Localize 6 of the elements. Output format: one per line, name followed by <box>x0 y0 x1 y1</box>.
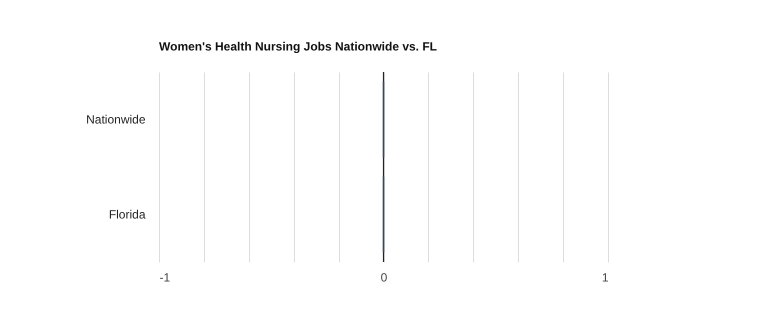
x-tick-label: -1 <box>160 270 170 284</box>
chart-title: Women's Health Nursing Jobs Nationwide vs. FL <box>159 39 438 54</box>
x-tick-label: 1 <box>602 270 609 284</box>
x-tick-label: 0 <box>380 270 388 284</box>
y-tick-label: Nationwide <box>86 112 146 126</box>
y-tick-label: Florida <box>108 208 146 222</box>
